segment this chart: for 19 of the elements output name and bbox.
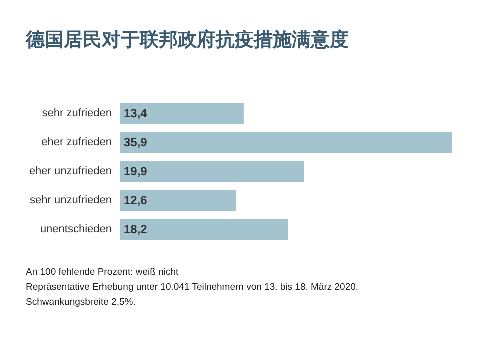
bar: [120, 219, 288, 240]
chart-title: 德国居民对于联邦政府抗疫措施满意度: [25, 29, 349, 51]
y-tick-label: unentschieden: [40, 224, 112, 236]
bar: [120, 161, 304, 182]
y-tick-label: eher unzufrieden: [29, 166, 112, 178]
text: Schwankungsbreite 2,5%.: [26, 297, 136, 308]
data-label: 13,4: [124, 106, 148, 120]
data-label: 19,9: [124, 164, 148, 178]
bar: [120, 103, 244, 124]
bar: [120, 132, 452, 153]
text: An 100 fehlende Prozent: weiß nicht: [26, 267, 179, 278]
y-tick-label: eher zufrieden: [42, 136, 112, 148]
data-label: 18,2: [124, 222, 148, 236]
data-label: 35,9: [124, 136, 148, 150]
data-label: 12,6: [124, 194, 148, 208]
y-tick-label: sehr zufrieden: [42, 108, 112, 120]
y-tick-label: sehr unzufrieden: [30, 194, 112, 206]
bar: [120, 190, 237, 211]
text: Repräsentative Erhebung unter 10.041 Teilnehmern von 13. bis 18. März 2020.: [26, 282, 359, 293]
